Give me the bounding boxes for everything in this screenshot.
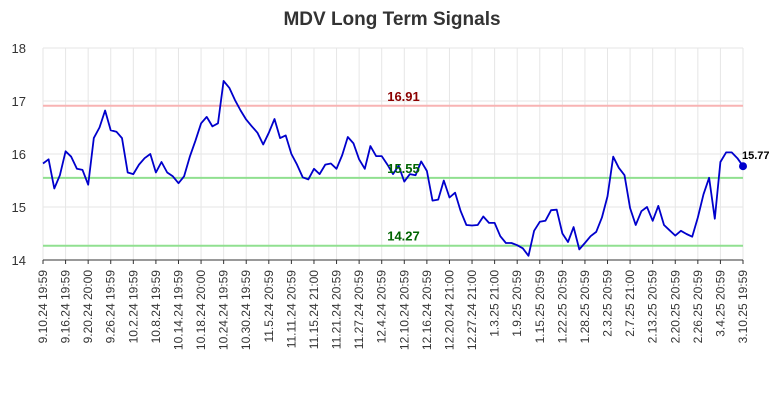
grid [42,47,744,261]
x-tick-label: 10.30.24 19:59 [239,270,253,350]
y-tick-label: 18 [12,41,26,56]
x-tick-label: 9.26.24 19:59 [104,270,118,344]
x-tick-label: 11.27.24 20:59 [352,270,366,350]
x-tick-label: 1.22.25 20:59 [555,270,569,344]
y-tick-label: 17 [12,94,26,109]
x-tick-label: 12.4.24 20:59 [375,270,389,344]
x-tick-label: 12.16.24 20:59 [420,270,434,350]
series-layer [42,80,747,257]
x-tick-label: 11.21.24 20:59 [330,270,344,350]
x-tick-label: 1.9.25 20:59 [510,270,524,337]
x-tick-label: 10.8.24 19:59 [149,270,163,344]
x-tick-label: 10.18.24 20:00 [194,270,208,350]
x-tick-label: 12.10.24 20:59 [397,270,411,350]
labels: 14 15 16 17 18 9.10.24 19:59 9.16.24 19:59 9.20… [12,41,770,350]
last-point-marker [739,162,747,171]
x-tick-label: 3.10.25 19:59 [736,270,750,344]
y-tick-label: 15 [12,200,26,215]
x-tick-label: 12.27.24 21:00 [465,270,479,350]
x-tick-label: 10.14.24 19:59 [171,270,185,350]
x-tick-label: 11.15.24 21:00 [307,270,321,350]
y-tick-label: 14 [12,253,26,268]
x-tick-label: 2.26.25 20:59 [691,270,705,344]
reference-line-label: 16.91 [387,89,420,104]
x-tick-label: 11.5.24 20:59 [262,270,276,343]
x-tick-label: 1.15.25 20:59 [533,270,547,344]
axes [42,259,744,264]
x-tick-label: 3.4.25 20:59 [713,270,727,337]
x-tick-label: 2.20.25 20:59 [668,270,682,344]
price-series-line [42,80,744,257]
x-tick-label: 1.3.25 21:00 [488,270,502,337]
x-tick-label: 9.10.24 19:59 [36,270,50,344]
last-value-label: 15.77 [742,150,770,162]
x-tick-label: 10.24.24 19:59 [217,270,231,350]
reference-lines [43,104,743,247]
x-tick-label: 1.28.25 20:59 [578,270,592,344]
x-tick-label: 2.7.25 21:00 [623,270,637,337]
x-tick-label: 12.20.24 21:00 [442,270,456,350]
reference-line-label: 14.27 [387,229,420,244]
x-tick-label: 11.11.24 20:59 [284,270,298,349]
x-tick-label: 9.16.24 19:59 [59,270,73,344]
reference-line-label: 15.55 [387,161,420,176]
x-tick-label: 2.13.25 20:59 [646,270,660,344]
x-tick-label: 10.2.24 19:59 [126,270,140,344]
chart-title: MDV Long Term Signals [283,9,500,30]
x-tick-label: 9.20.24 20:00 [81,270,95,344]
x-tick-label: 2.3.25 20:59 [601,270,615,337]
y-tick-label: 16 [12,147,26,162]
